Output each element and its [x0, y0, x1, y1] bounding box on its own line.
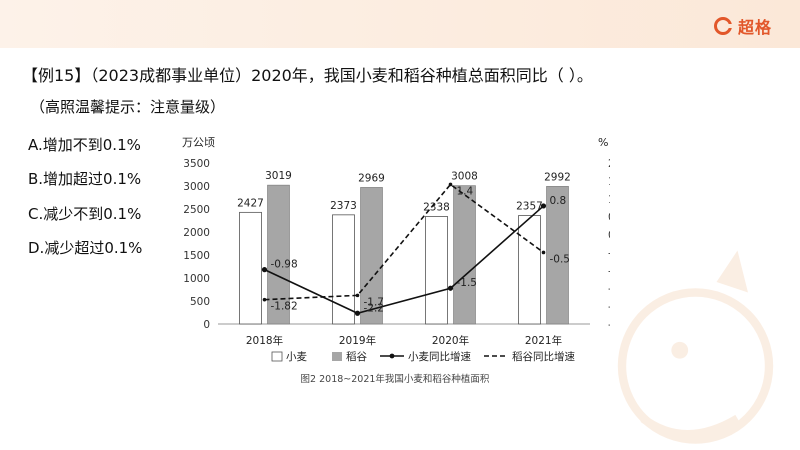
point-wheat-growth [354, 310, 361, 316]
bar-label-rice: 3019 [265, 170, 292, 182]
y-tick-right: -2.5 [608, 319, 610, 331]
y-tick-right: 2 [608, 158, 610, 170]
header-bar: 超格 [0, 0, 800, 48]
x-tick-label: 2021年 [525, 334, 562, 347]
line-wheat-growth [264, 205, 545, 315]
x-tick-label: 2020年 [432, 334, 469, 347]
bar-wheat [239, 211, 262, 325]
line-label-rice: -1.82 [271, 301, 298, 313]
y-tick-right: -0.5 [608, 247, 610, 259]
y-tick-left: 2000 [183, 227, 210, 239]
point-rice-growth [355, 293, 360, 298]
bar-label-wheat: 2427 [237, 197, 264, 209]
y-tick-right: 0.5 [608, 212, 610, 224]
y-tick-left: 3500 [183, 158, 210, 170]
y-tick-left: 3000 [183, 181, 210, 193]
y-axis-unit-right: % [598, 136, 608, 149]
chart-caption: 图2 2018~2021年我国小麦和稻谷种植面积 [301, 373, 490, 385]
line-label-rice: -1.7 [364, 296, 385, 308]
option-c[interactable]: C.减少不到0.1% [28, 205, 142, 223]
chart-card: 万公顷% 0 500 1000 1500 2000 2500 3000 3500 2 1.5 1 0.5… [180, 128, 629, 390]
y-tick-right: -2 [608, 301, 610, 313]
y-tick-right: 1.5 [608, 176, 610, 188]
point-rice-growth [262, 297, 267, 302]
y-tick-right: 0 [608, 230, 610, 242]
x-tick-label: 2019年 [339, 334, 376, 347]
legend-label-wheat: 小麦 [286, 351, 307, 363]
y-tick-left: 1500 [183, 250, 210, 262]
bar-rice [267, 184, 290, 325]
y-tick-left: 500 [190, 296, 210, 308]
y-tick-right: 1 [608, 194, 610, 206]
bar-rice [453, 185, 476, 325]
option-b[interactable]: B.增加超过0.1% [28, 170, 142, 188]
y-tick-right: -1 [608, 265, 610, 277]
bar-label-wheat: 2373 [330, 200, 357, 212]
y-tick-right: -1.5 [608, 283, 610, 295]
bar-wheat [518, 215, 541, 325]
point-wheat-growth [540, 203, 547, 209]
mascot-watermark [617, 250, 774, 444]
bar-label-rice: 2992 [544, 171, 571, 183]
bar-wheat [332, 214, 355, 325]
legend-swatch-rice [332, 352, 342, 361]
area-chart: 万公顷% 0 500 1000 1500 2000 2500 3000 3500 2 1.5 1 0.5… [182, 136, 629, 385]
option-d[interactable]: D.减少超过0.1% [28, 239, 143, 257]
bar-rice [546, 186, 569, 325]
line-label-wheat: -1.5 [457, 277, 478, 289]
option-a[interactable]: A.增加不到0.1% [28, 136, 141, 154]
legend-swatch-wheat [271, 351, 283, 362]
point-rice-growth [541, 250, 546, 255]
line-label-wheat: -0.98 [271, 259, 298, 271]
y-axis-unit-left: 万公顷 [182, 136, 215, 149]
line-label-wheat: 0.8 [550, 195, 567, 207]
legend-label-wheat-growth: 小麦同比增速 [408, 350, 471, 363]
legend-label-rice-growth: 稻谷同比增速 [512, 350, 575, 363]
y-tick-left: 2500 [183, 204, 210, 216]
point-wheat-growth [261, 267, 268, 273]
bar-rice [360, 187, 383, 325]
bar-label-rice: 3008 [451, 171, 478, 183]
line-label-rice: 1.4 [457, 185, 474, 197]
bar-wheat [425, 216, 448, 325]
y-tick-left: 1000 [183, 273, 210, 285]
legend-marker-wheat-growth [389, 353, 395, 359]
legend-label-rice: 稻谷 [346, 351, 367, 363]
y-tick-left: 0 [203, 319, 210, 331]
line-label-rice: -0.5 [550, 253, 571, 265]
brand-logo: 超格 [713, 14, 772, 38]
point-rice-growth [448, 182, 453, 187]
brand-name: 超格 [737, 18, 772, 37]
bar-label-wheat: 2338 [423, 201, 450, 213]
line-label-wheat: -2.2 [364, 302, 385, 314]
x-tick-label: 2018年 [246, 334, 283, 347]
bar-label-rice: 2969 [358, 172, 385, 184]
question-hint: （高照温馨提示：注意量级） [30, 98, 226, 116]
bar-label-wheat: 2357 [516, 201, 543, 213]
question-text: 【例15】（2023成都事业单位）2020年，我国小麦和稻谷种植总面积同比（ ）… [22, 66, 593, 85]
brand-logo-icon [713, 17, 732, 35]
point-wheat-growth [447, 285, 454, 291]
